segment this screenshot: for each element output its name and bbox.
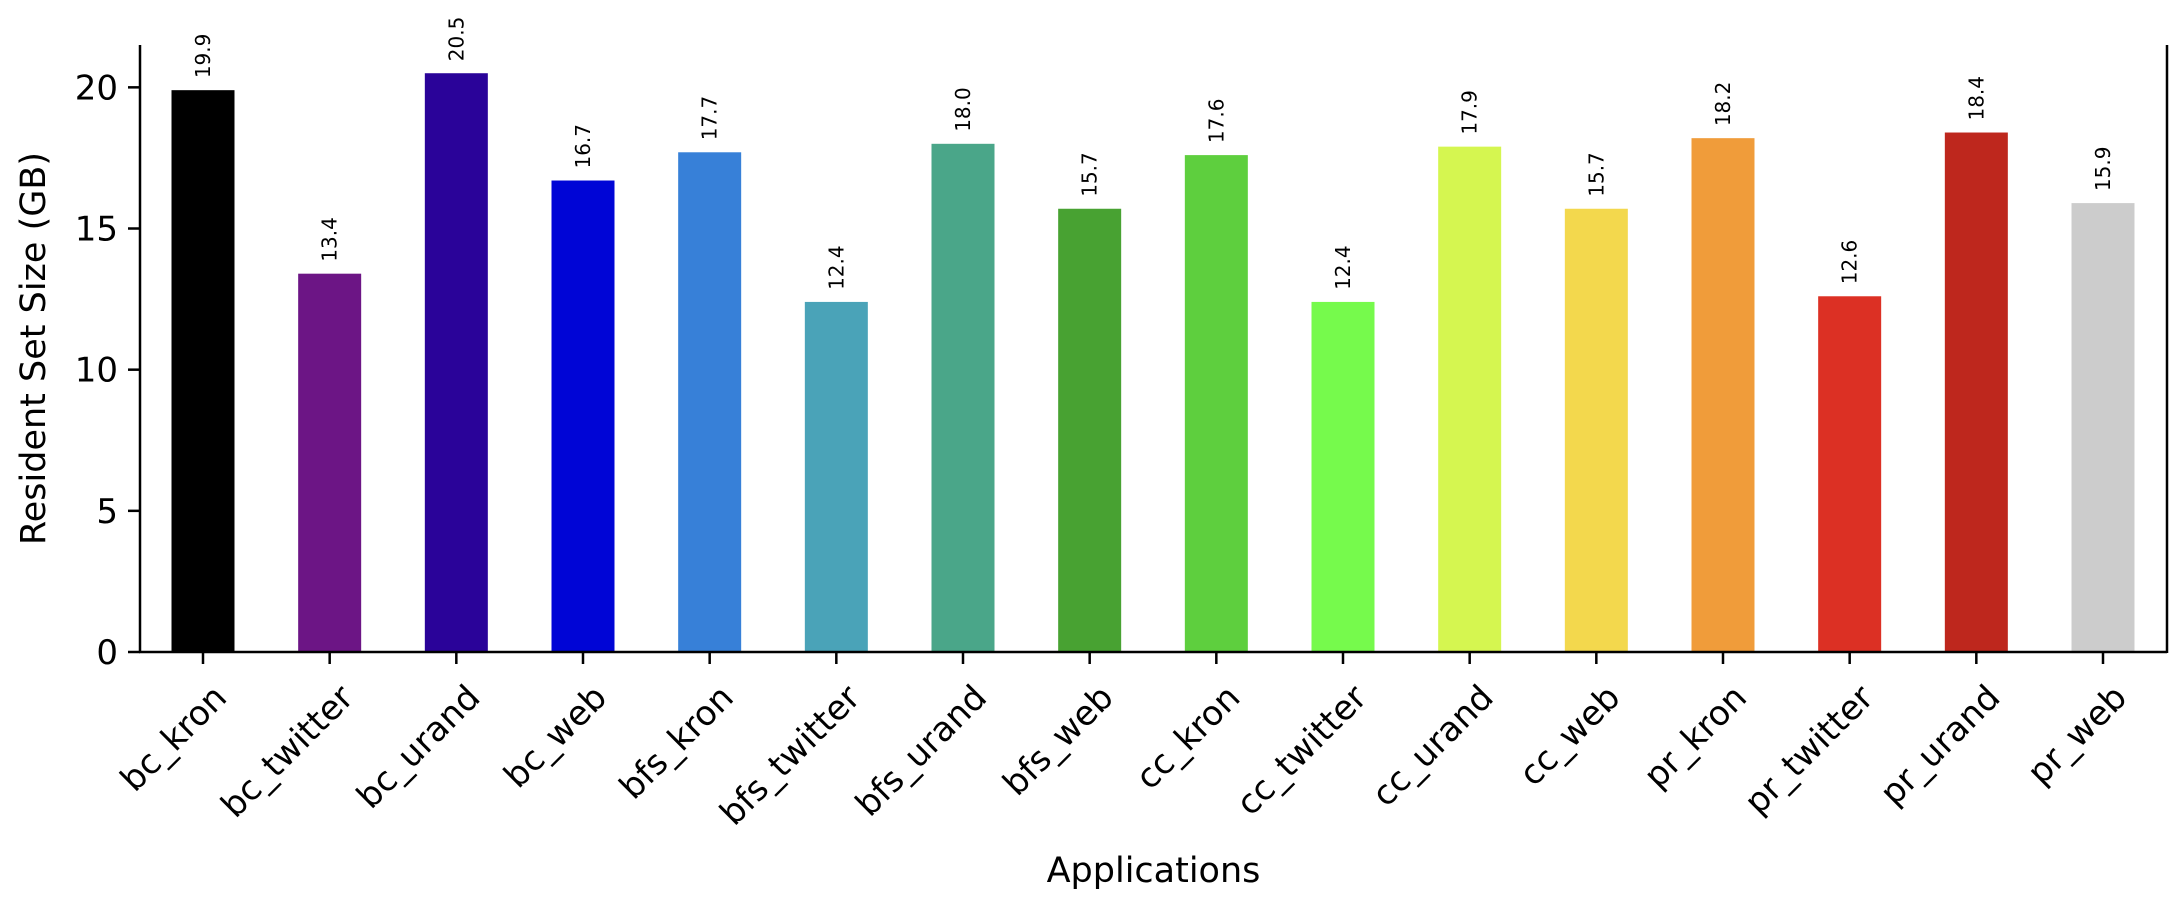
x-axis-title: Applications bbox=[1047, 851, 1261, 891]
bar-cc_urand bbox=[1438, 146, 1502, 652]
value-label-pr_urand: 18.4 bbox=[1964, 76, 1988, 121]
value-label-bfs_web: 15.7 bbox=[1078, 152, 1102, 197]
value-label-cc_web: 15.7 bbox=[1584, 152, 1608, 197]
x-tick-label-pr_urand: pr_urand bbox=[1872, 678, 2008, 814]
bar-bc_web bbox=[551, 180, 615, 652]
value-label-bfs_urand: 18.0 bbox=[951, 87, 975, 132]
x-tick-label-cc_twitter: cc_twitter bbox=[1229, 678, 1375, 824]
x-tick-label-bfs_urand: bfs_urand bbox=[848, 678, 995, 825]
value-label-cc_urand: 17.9 bbox=[1458, 90, 1482, 135]
y-tick-label-20: 20 bbox=[75, 68, 118, 108]
x-tick-label-bfs_kron: bfs_kron bbox=[612, 678, 742, 808]
x-tick-label-bc_urand: bc_urand bbox=[349, 678, 488, 817]
bar-bfs_web bbox=[1058, 208, 1122, 652]
value-label-cc_kron: 17.6 bbox=[1204, 99, 1228, 144]
y-tick-label-15: 15 bbox=[75, 210, 118, 250]
y-axis-title: Resident Set Size (GB) bbox=[14, 152, 54, 545]
value-label-bfs_kron: 17.7 bbox=[698, 96, 722, 141]
bar-pr_urand bbox=[1944, 132, 2008, 652]
value-label-cc_twitter: 12.4 bbox=[1331, 245, 1355, 290]
bar-bfs_urand bbox=[931, 143, 995, 652]
value-label-bc_twitter: 13.4 bbox=[318, 217, 342, 262]
value-label-pr_twitter: 12.6 bbox=[1838, 240, 1862, 285]
bar-bfs_twitter bbox=[804, 301, 868, 652]
value-labels-layer: 19.9 13.4 20.5 16.7 17.7 12.4 18.0 15.7 17.6 12.4… bbox=[191, 17, 2115, 290]
value-label-bc_web: 16.7 bbox=[571, 124, 595, 169]
value-label-bc_kron: 19.9 bbox=[191, 34, 215, 79]
x-tick-label-bc_twitter: bc_twitter bbox=[213, 678, 361, 826]
bar-cc_kron bbox=[1184, 155, 1248, 653]
value-label-bc_urand: 20.5 bbox=[444, 17, 468, 62]
bars-layer bbox=[171, 73, 2135, 653]
y-tick-label-10: 10 bbox=[75, 351, 118, 391]
y-tick-label-5: 5 bbox=[96, 492, 118, 532]
x-tick-label-pr_web: pr_web bbox=[2020, 678, 2135, 793]
x-tick-label-bfs_web: bfs_web bbox=[995, 678, 1121, 804]
value-label-pr_kron: 18.2 bbox=[1711, 82, 1735, 127]
x-tick-label-pr_twitter: pr_twitter bbox=[1737, 678, 1882, 823]
bar-cc_twitter bbox=[1311, 301, 1375, 652]
x-tick-label-cc_kron: cc_kron bbox=[1128, 678, 1248, 798]
bar-cc_web bbox=[1564, 208, 1628, 652]
value-label-bfs_twitter: 12.4 bbox=[824, 245, 848, 290]
x-tick-label-pr_kron: pr_kron bbox=[1636, 678, 1755, 797]
x-tick-label-cc_urand: cc_urand bbox=[1364, 678, 1501, 815]
x-tick-label-bc_kron: bc_kron bbox=[113, 678, 235, 800]
bar-pr_kron bbox=[1691, 138, 1755, 653]
y-axis-ticks: 0 5 10 15 20 bbox=[75, 68, 140, 673]
x-tick-label-bc_web: bc_web bbox=[496, 678, 615, 797]
bar-pr_twitter bbox=[1818, 296, 1882, 652]
x-tick-label-cc_web: cc_web bbox=[1512, 678, 1628, 794]
bar-bc_twitter bbox=[298, 273, 362, 652]
bar-bc_urand bbox=[424, 73, 488, 653]
bar-bc_kron bbox=[171, 90, 235, 653]
bar-bfs_kron bbox=[678, 152, 742, 652]
y-tick-label-0: 0 bbox=[96, 633, 118, 673]
bar-pr_web bbox=[2071, 203, 2135, 652]
value-label-pr_web: 15.9 bbox=[2091, 147, 2115, 192]
